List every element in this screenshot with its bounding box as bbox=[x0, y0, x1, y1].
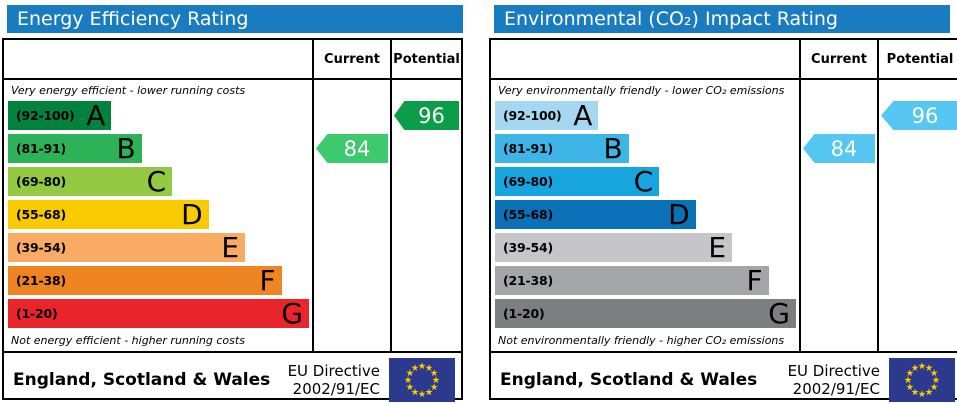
band-range-label: (92-100) bbox=[503, 108, 562, 123]
band-letter: A bbox=[573, 98, 593, 132]
band-b: (81-91) B bbox=[495, 134, 629, 163]
band-f: (21-38) F bbox=[495, 266, 769, 295]
band-f: (21-38) F bbox=[8, 266, 282, 295]
band-b: (81-91) B bbox=[8, 134, 142, 163]
band-c: (69-80) C bbox=[8, 164, 173, 198]
eu-directive-label: EU Directive 2002/91/EC bbox=[788, 362, 880, 398]
band-chart: Very environmentally friendly - lower CO… bbox=[491, 80, 799, 351]
band-d: (55-68) D bbox=[8, 200, 209, 229]
current-column: 84 bbox=[799, 80, 877, 351]
band-letter: G bbox=[768, 296, 790, 330]
band-letter: C bbox=[633, 164, 654, 198]
eu-directive-line2: 2002/91/EC bbox=[292, 379, 380, 398]
band-letter: F bbox=[746, 263, 763, 297]
current-rating-arrow: 84 bbox=[316, 134, 388, 163]
potential-rating-arrow: 96 bbox=[394, 101, 459, 130]
band-letter: A bbox=[86, 98, 106, 132]
band-chart: Very energy efficient - lower running co… bbox=[4, 80, 312, 351]
band-range-label: (69-80) bbox=[503, 174, 554, 189]
energy-efficiency-panel: Energy Efficiency Rating Current Potenti… bbox=[0, 0, 467, 404]
bands-container: (92-100) A (81-91) B (69-80) C (55-68) D (39-54)… bbox=[495, 101, 799, 328]
band-letter: E bbox=[221, 230, 240, 264]
band-range-label: (81-91) bbox=[503, 141, 554, 156]
column-header-potential: Potential bbox=[877, 40, 957, 80]
header-blank-cell bbox=[491, 40, 799, 80]
potential-rating-arrow: 96 bbox=[881, 101, 957, 130]
panel-title: Energy Efficiency Rating bbox=[7, 5, 463, 33]
band-c: (69-80) C bbox=[495, 164, 660, 198]
band-letter: G bbox=[281, 296, 303, 330]
eu-directive-line1: EU Directive bbox=[287, 361, 380, 380]
environmental-impact-panel: Environmental (CO₂) Impact Rating Curren… bbox=[487, 0, 957, 404]
band-letter: B bbox=[116, 131, 136, 165]
band-a: (92-100) A bbox=[8, 98, 112, 132]
bottom-note: Not energy efficient - higher running co… bbox=[11, 334, 245, 347]
band-letter: B bbox=[603, 131, 623, 165]
column-header-potential: Potential bbox=[390, 40, 461, 80]
current-rating-arrow: 84 bbox=[803, 134, 875, 163]
band-letter: F bbox=[259, 263, 276, 297]
band-letter: D bbox=[181, 197, 203, 231]
band-d: (55-68) D bbox=[495, 200, 696, 229]
region-label: England, Scotland & Wales bbox=[13, 369, 271, 390]
top-note: Very energy efficient - lower running co… bbox=[11, 84, 246, 97]
top-note: Very environmentally friendly - lower CO… bbox=[498, 84, 785, 97]
band-letter: E bbox=[708, 230, 727, 264]
band-range-label: (21-38) bbox=[16, 273, 67, 288]
band-letter: D bbox=[668, 197, 690, 231]
current-column: 84 bbox=[312, 80, 390, 351]
panel-footer: England, Scotland & Wales EU Directive 2… bbox=[491, 351, 957, 404]
band-range-label: (92-100) bbox=[16, 108, 75, 123]
region-label: England, Scotland & Wales bbox=[500, 369, 758, 390]
band-e: (39-54) E bbox=[495, 230, 733, 264]
potential-column: 96 bbox=[877, 80, 957, 351]
panel-title: Environmental (CO₂) Impact Rating bbox=[494, 5, 950, 33]
header-blank-cell bbox=[4, 40, 312, 80]
band-range-label: (81-91) bbox=[16, 141, 67, 156]
band-e: (39-54) E bbox=[8, 230, 246, 264]
band-g: (1-20) G bbox=[495, 299, 796, 328]
band-g: (1-20) G bbox=[8, 299, 309, 328]
rating-table: Current Potential Very environmentally f… bbox=[489, 38, 957, 402]
rating-table: Current Potential Very energy efficient … bbox=[2, 38, 463, 402]
eu-flag-icon bbox=[389, 357, 455, 402]
band-range-label: (55-68) bbox=[503, 207, 554, 222]
eu-directive-line2: 2002/91/EC bbox=[792, 379, 880, 398]
column-header-current: Current bbox=[799, 40, 877, 80]
band-range-label: (39-54) bbox=[16, 240, 67, 255]
band-range-label: (21-38) bbox=[503, 273, 554, 288]
bottom-note: Not environmentally friendly - higher CO… bbox=[498, 334, 785, 347]
bands-container: (92-100) A (81-91) B (69-80) C (55-68) D (39-54)… bbox=[8, 101, 312, 328]
panel-footer: England, Scotland & Wales EU Directive 2… bbox=[4, 351, 461, 404]
eu-directive-line1: EU Directive bbox=[787, 361, 880, 380]
band-letter: C bbox=[146, 164, 167, 198]
potential-column: 96 bbox=[390, 80, 461, 351]
band-a: (92-100) A bbox=[495, 98, 599, 132]
band-range-label: (1-20) bbox=[503, 306, 545, 321]
eu-directive-label: EU Directive 2002/91/EC bbox=[288, 362, 380, 398]
band-range-label: (39-54) bbox=[503, 240, 554, 255]
band-range-label: (1-20) bbox=[16, 306, 58, 321]
column-header-current: Current bbox=[312, 40, 390, 80]
band-range-label: (69-80) bbox=[16, 174, 67, 189]
band-range-label: (55-68) bbox=[16, 207, 67, 222]
eu-flag-icon bbox=[889, 357, 955, 402]
